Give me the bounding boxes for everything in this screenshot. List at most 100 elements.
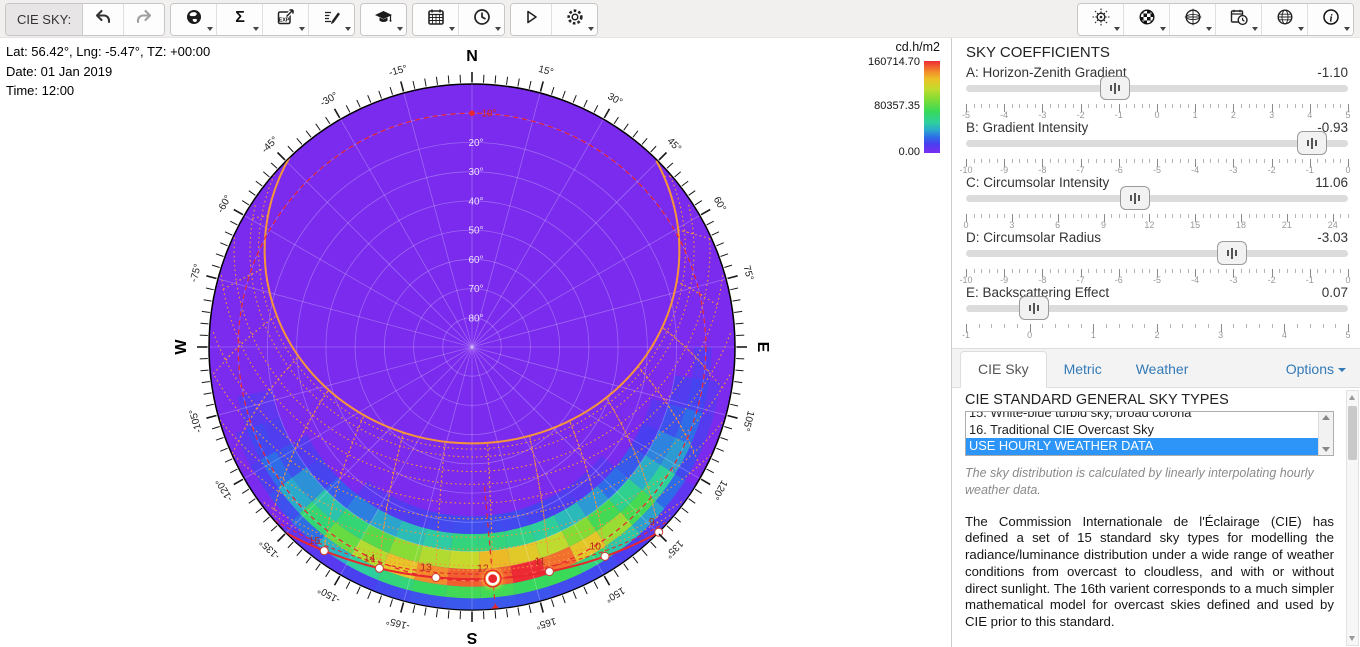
date-line: Date: 01 Jan 2019 — [6, 62, 210, 82]
slider-row-e: E: Backscattering Effect0.07-1012345 — [966, 283, 1348, 338]
azimuth-label: -105° — [188, 408, 205, 434]
calendar-button[interactable] — [413, 4, 459, 35]
slider-ruler: 03691215182124 — [966, 214, 1348, 228]
orientation-sphere-button[interactable] — [1170, 4, 1216, 35]
altitude-10-marker — [469, 110, 475, 116]
education-button[interactable] — [361, 4, 406, 35]
slider-row-b: B: Gradient Intensity-0.93-10-9-8-7-6-5-… — [966, 118, 1348, 173]
dropdown-caret-icon — [495, 27, 501, 31]
settings-button[interactable] — [552, 4, 597, 35]
slider-row-c: C: Circumsolar Intensity11.0603691215182… — [966, 173, 1348, 228]
tab-weather[interactable]: Weather — [1119, 352, 1206, 387]
sum-button[interactable]: Σ — [217, 4, 263, 35]
dropdown-caret-icon — [1298, 27, 1304, 31]
legend: cd.h/m2 160714.70 80357.35 0.00 — [840, 40, 942, 54]
sun-path-hour-dot[interactable] — [432, 574, 440, 582]
sun-path-hour-label: 10 — [589, 540, 601, 552]
slider-value: 0.07 — [1322, 285, 1348, 300]
undo-icon — [93, 7, 113, 32]
sun-path-hour-label: 11 — [534, 556, 545, 568]
azimuth-label: 30° — [605, 91, 624, 108]
azimuth-label: 165° — [534, 615, 557, 631]
azimuth-label: -150° — [316, 583, 342, 605]
scrollbar-thumb[interactable] — [1348, 406, 1357, 460]
altitude-label: 30° — [468, 167, 483, 178]
world-button[interactable] — [1262, 4, 1308, 35]
slider-handle[interactable] — [1100, 76, 1130, 100]
info-button[interactable]: i — [1308, 4, 1353, 35]
sun-path-hour-dot[interactable] — [375, 564, 383, 572]
slider-track[interactable] — [966, 140, 1348, 147]
sun-path-hour-dot[interactable] — [320, 547, 328, 555]
sky-type-item[interactable]: 16. Traditional CIE Overcast Sky — [966, 422, 1333, 439]
dropdown-caret-icon — [1206, 27, 1212, 31]
sun-path-hour-label: 13 — [420, 562, 432, 574]
cardinal-label-e: E — [754, 342, 771, 353]
dropdown-caret-icon — [253, 27, 259, 31]
slider-track[interactable] — [966, 195, 1348, 202]
scroll-up-icon[interactable] — [1322, 415, 1330, 420]
play-button[interactable] — [511, 4, 552, 35]
sun-path-hour-dot[interactable] — [545, 568, 553, 576]
tab-content: CIE STANDARD GENERAL SKY TYPES 15. White… — [952, 388, 1360, 647]
sky-coefficients-title: SKY COEFFICIENTS — [966, 44, 1110, 61]
scroll-up-icon[interactable] — [1349, 395, 1355, 400]
edit-pencil-icon — [322, 7, 342, 32]
sun-path-hour-dot[interactable] — [601, 552, 609, 560]
dropdown-caret-icon — [449, 27, 455, 31]
slider-handle[interactable] — [1217, 241, 1247, 265]
redo-button[interactable] — [124, 4, 164, 35]
sky-type-item[interactable]: USE HOURLY WEATHER DATA — [966, 438, 1333, 455]
dropdown-caret-icon — [1344, 27, 1350, 31]
sky-dome-plot[interactable]: 20°30°40°50°60°70°80°10°910111213141515°… — [0, 38, 952, 647]
azimuth-label: 60° — [711, 195, 728, 214]
schedule-button[interactable] — [1216, 4, 1262, 35]
legend-color-bar — [924, 61, 940, 153]
listbox-scrollbar[interactable] — [1318, 412, 1333, 455]
slider-value: -1.10 — [1317, 65, 1348, 80]
azimuth-label: -30° — [319, 90, 340, 109]
azimuth-label: -60° — [215, 194, 234, 215]
sphere-crosshair-icon — [1183, 7, 1203, 32]
sun-path-hour-label: 15 — [309, 535, 321, 547]
checker-sphere-icon — [1137, 7, 1157, 32]
dropdown-caret-icon — [397, 27, 403, 31]
slider-handle[interactable] — [1019, 296, 1049, 320]
export-button[interactable]: EXP — [263, 4, 309, 35]
dropdown-caret-icon — [345, 27, 351, 31]
dropdown-caret-icon — [1160, 27, 1166, 31]
slider-handle[interactable] — [1297, 131, 1327, 155]
sun-display-button[interactable] — [1078, 4, 1124, 35]
checker-sphere-button[interactable] — [1124, 4, 1170, 35]
play-icon — [521, 7, 541, 32]
cardinal-label-w: W — [173, 339, 190, 355]
tab-cie-sky[interactable]: CIE Sky — [960, 351, 1047, 388]
sketch-button[interactable] — [309, 4, 354, 35]
panel-scrollbar[interactable] — [1346, 390, 1359, 646]
scroll-down-icon[interactable] — [1349, 636, 1355, 641]
azimuth-label: -165° — [385, 614, 411, 631]
scroll-down-icon[interactable] — [1322, 447, 1330, 452]
slider-track[interactable] — [966, 85, 1348, 92]
toolbar-group-history: CIE SKY: — [5, 3, 165, 36]
sun-path-hour-dot[interactable] — [655, 528, 663, 536]
sky-types-listbox[interactable]: 15. White-blue turbid sky, broad corona1… — [965, 411, 1334, 456]
sun-marker[interactable] — [483, 569, 502, 588]
tab-metric[interactable]: Metric — [1047, 352, 1119, 387]
undo-button[interactable] — [83, 4, 124, 35]
azimuth-label: -45° — [260, 135, 281, 156]
sky-coefficient-sliders: A: Horizon-Zenith Gradient-1.10-5-4-3-2-… — [966, 63, 1348, 338]
dropdown-caret-icon — [1252, 27, 1258, 31]
clock-button[interactable] — [459, 4, 504, 35]
legend-mid-label: 80357.35 — [874, 100, 920, 112]
info-icon: i — [1321, 7, 1341, 32]
globe-button[interactable] — [171, 4, 217, 35]
slider-handle[interactable] — [1120, 186, 1150, 210]
sky-type-item[interactable]: 15. White-blue turbid sky, broad corona — [966, 411, 1333, 422]
tab-options-menu[interactable]: Options — [1272, 352, 1360, 387]
slider-track[interactable] — [966, 250, 1348, 257]
slider-value: 11.06 — [1315, 175, 1348, 190]
toolbar-group-datetime — [412, 3, 505, 36]
globe-wireframe-icon — [1275, 7, 1295, 32]
azimuth-label: -15° — [388, 63, 409, 78]
